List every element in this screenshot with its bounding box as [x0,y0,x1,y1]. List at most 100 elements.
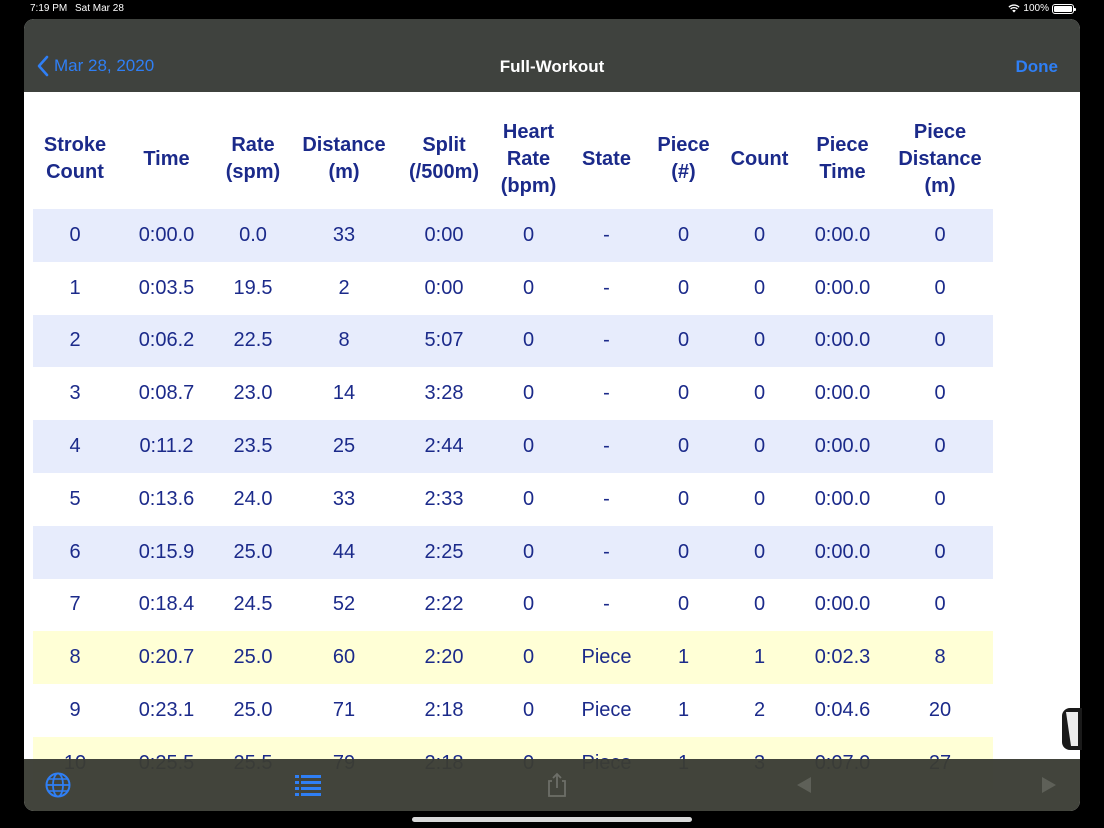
table-header: Stroke Count Time Rate (spm) Distance (m… [33,109,993,209]
cell-heart-rate: 0 [522,646,535,669]
battery-icon [1052,3,1076,14]
cell-piece-time: 0:00.0 [814,540,871,563]
back-button[interactable]: Mar 28, 2020 [36,55,154,77]
cell-split: 5:07 [424,329,464,352]
cell-piece-number: 1 [677,646,690,669]
cell-time: 0:03.5 [138,276,195,299]
cell-split: 2:18 [424,699,464,722]
cell-count: 2 [753,699,766,722]
cell-rate: 23.5 [233,435,273,458]
cell-piece-number: 0 [677,593,690,616]
cell-piece-distance: 0 [934,382,946,405]
cell-piece-number: 0 [677,540,690,563]
table-row[interactable]: 5 0:13.6 24.0 33 2:33 0 - 0 0 0:00.0 0 [33,472,993,526]
previous-icon[interactable] [790,771,818,799]
cell-time: 0:15.9 [138,540,195,563]
table-row[interactable]: 4 0:11.2 23.5 25 2:44 0 - 0 0 0:00.0 0 [33,420,993,473]
cell-distance: 8 [338,329,350,352]
cell-split: 2:25 [424,540,464,563]
share-icon[interactable] [543,771,571,799]
cell-split: 2:20 [424,646,464,669]
cell-stroke-count: 7 [69,593,81,616]
table-row[interactable]: 0 0:00.0 0.0 33 0:00 0 - 0 0 0:00.0 0 [33,209,993,262]
table-row[interactable]: 9 0:23.1 25.0 71 2:18 0 Piece 1 2 0:04.6 20 [33,684,993,737]
cell-stroke-count: 9 [69,699,81,722]
cell-rate: 24.0 [233,487,273,510]
cell-state: - [603,487,610,510]
globe-icon[interactable] [44,771,72,799]
cell-state: - [603,435,610,458]
cell-piece-time: 0:00.0 [814,487,871,510]
cell-time: 0:00.0 [138,223,195,246]
status-right: 100% [1008,3,1076,14]
cell-piece-time: 0:02.3 [814,646,871,669]
cell-piece-distance: 0 [934,540,946,563]
cell-heart-rate: 0 [522,435,535,458]
cell-stroke-count: 0 [69,223,81,246]
workout-sheet: Mar 28, 2020 Full-Workout Done Stroke Co… [24,19,1080,811]
table-row[interactable]: 1 0:03.5 19.5 2 0:00 0 - 0 0 0:00.0 0 [33,261,993,315]
cell-heart-rate: 0 [522,699,535,722]
wifi-icon [1008,4,1020,13]
header-heart-rate: Heart Rate (bpm) [500,120,557,197]
cell-heart-rate: 0 [522,382,535,405]
cell-distance: 44 [332,540,356,563]
table-row[interactable]: 6 0:15.9 25.0 44 2:25 0 - 0 0 0:00.0 0 [33,525,993,579]
cell-split: 2:44 [424,435,464,458]
header-state: State [582,147,631,170]
cell-piece-number: 0 [677,382,690,405]
cell-rate: 25.0 [233,646,273,669]
cell-distance: 25 [332,435,356,458]
table-row[interactable]: 2 0:06.2 22.5 8 5:07 0 - 0 0 0:00.0 0 [33,314,993,368]
cell-split: 3:28 [424,382,464,405]
cell-rate: 24.5 [233,593,273,616]
stroke-table[interactable]: Stroke Count Time Rate (spm) Distance (m… [33,109,993,790]
side-handle[interactable] [1062,708,1082,750]
cell-distance: 52 [332,593,356,616]
battery-percent: 100% [1023,3,1049,14]
bottom-toolbar [24,759,1080,811]
cell-piece-number: 0 [677,223,690,246]
cell-stroke-count: 4 [69,435,81,458]
status-date: Sat Mar 28 [75,3,124,14]
table-row[interactable]: 8 0:20.7 25.0 60 2:20 0 Piece 1 1 0:02.3 8 [33,631,993,685]
cell-split: 2:33 [424,487,464,510]
header-distance: Distance (m) [302,134,386,183]
cell-rate: 23.0 [233,382,273,405]
next-icon[interactable] [1035,771,1063,799]
cell-distance: 2 [338,276,350,299]
cell-piece-distance: 0 [934,329,946,352]
cell-distance: 33 [332,223,356,246]
table-row[interactable]: 3 0:08.7 23.0 14 3:28 0 - 0 0 0:00.0 0 [33,367,993,421]
cell-piece-distance: 8 [934,646,946,669]
cell-piece-distance: 20 [928,699,952,722]
done-button[interactable]: Done [1015,57,1059,76]
cell-time: 0:23.1 [138,699,195,722]
cell-heart-rate: 0 [522,223,535,246]
list-icon[interactable] [294,771,322,799]
cell-piece-time: 0:00.0 [814,593,871,616]
cell-stroke-count: 6 [69,540,81,563]
cell-count: 0 [753,382,766,405]
table-row[interactable]: 7 0:18.4 24.5 52 2:22 0 - 0 0 0:00.0 0 [33,578,993,632]
cell-heart-rate: 0 [522,540,535,563]
header-piece-number: Piece (#) [657,134,710,183]
cell-time: 0:18.4 [138,593,195,616]
cell-split: 0:00 [424,223,464,246]
cell-piece-distance: 0 [934,487,946,510]
cell-count: 0 [753,435,766,458]
cell-heart-rate: 0 [522,487,535,510]
cell-piece-time: 0:00.0 [814,435,871,458]
cell-piece-number: 1 [677,699,690,722]
cell-state: - [603,276,610,299]
cell-count: 1 [753,646,766,669]
header-stroke-count: Stroke Count [43,134,107,183]
header-split: Split (/500m) [408,134,480,183]
slide-over-grip-icon [1066,712,1078,746]
cell-piece-number: 0 [677,329,690,352]
home-indicator [412,817,692,822]
cell-count: 0 [753,593,766,616]
cell-count: 0 [753,487,766,510]
nav-bar: Mar 28, 2020 Full-Workout Done [24,19,1080,92]
cell-rate: 0.0 [239,223,267,246]
